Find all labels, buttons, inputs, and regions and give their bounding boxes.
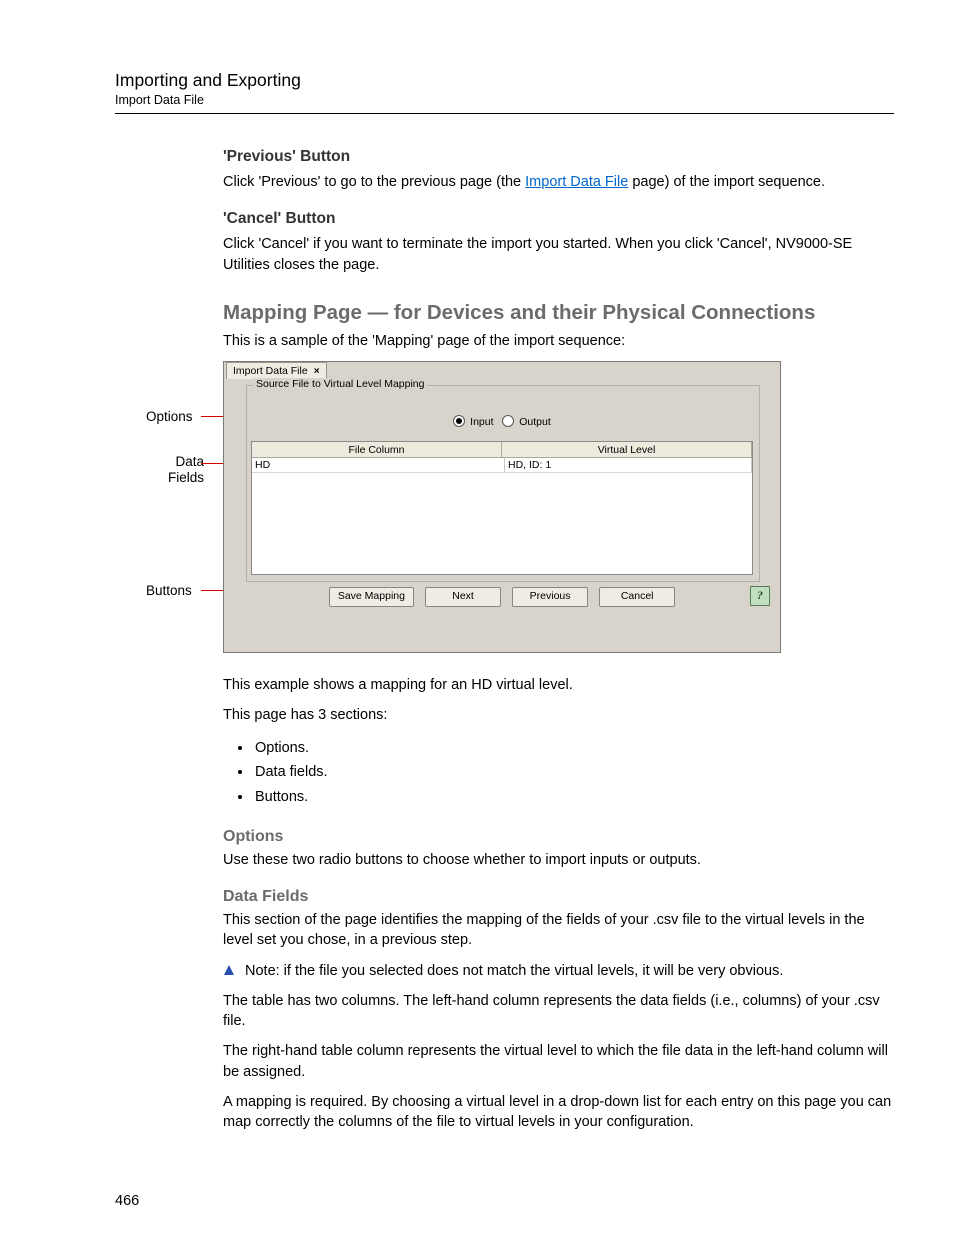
sections-list: Options. Data fields. Buttons. bbox=[223, 736, 894, 810]
table-row[interactable]: HD HD, ID: 1 bbox=[252, 458, 752, 473]
text-fragment: page) of the import sequence. bbox=[628, 174, 825, 190]
groupbox-title: Source File to Virtual Level Mapping bbox=[253, 378, 427, 390]
heading-mapping-page: Mapping Page — for Devices and their Phy… bbox=[223, 301, 894, 325]
close-icon[interactable]: × bbox=[314, 364, 320, 379]
callout-label-options: Options bbox=[146, 409, 193, 425]
tab-label: Import Data File bbox=[233, 364, 308, 379]
cell-file-column: HD bbox=[252, 458, 505, 473]
heading-cancel-button: 'Cancel' Button bbox=[223, 210, 894, 228]
radio-output[interactable] bbox=[502, 415, 514, 427]
paragraph-mapping-intro: This is a sample of the 'Mapping' page o… bbox=[223, 331, 894, 351]
heading-previous-button: 'Previous' Button bbox=[223, 148, 894, 166]
screenshot-window: Import Data File × Source File to Virtua… bbox=[223, 361, 781, 653]
triangle-icon bbox=[223, 964, 235, 976]
next-button[interactable]: Next bbox=[425, 587, 501, 607]
header-rule bbox=[115, 113, 894, 114]
previous-button[interactable]: Previous bbox=[512, 587, 588, 607]
radio-input[interactable] bbox=[453, 415, 465, 427]
save-mapping-button[interactable]: Save Mapping bbox=[329, 587, 414, 607]
paragraph-previous: Click 'Previous' to go to the previous p… bbox=[223, 172, 894, 192]
cancel-button[interactable]: Cancel bbox=[599, 587, 675, 607]
callout-label-data-fields: Data Fields bbox=[168, 454, 204, 485]
header-subtitle: Import Data File bbox=[115, 93, 894, 107]
link-import-data-file[interactable]: Import Data File bbox=[525, 174, 628, 190]
mapping-table: File Column Virtual Level HD HD, ID: 1 bbox=[251, 441, 753, 575]
button-row: Save Mapping Next Previous Cancel bbox=[224, 587, 780, 607]
cell-virtual-level: HD, ID: 1 bbox=[505, 458, 752, 473]
radio-output-label: Output bbox=[519, 416, 551, 428]
radio-input-label: Input bbox=[470, 416, 493, 428]
column-header-virtual-level: Virtual Level bbox=[502, 442, 752, 458]
note-text: Note: if the file you selected does not … bbox=[245, 961, 783, 981]
paragraph-options: Use these two radio buttons to choose wh… bbox=[223, 850, 894, 870]
column-header-file: File Column bbox=[252, 442, 502, 458]
screenshot-figure: Options Data Fields Buttons Import Data … bbox=[223, 361, 894, 657]
paragraph-sections-intro: This page has 3 sections: bbox=[223, 705, 894, 725]
radio-group-io: Input Output bbox=[224, 415, 780, 428]
paragraph-example: This example shows a mapping for an HD v… bbox=[223, 675, 894, 695]
text-fragment: Click 'Previous' to go to the previous p… bbox=[223, 174, 525, 190]
list-item: Buttons. bbox=[253, 785, 894, 810]
callout-label-buttons: Buttons bbox=[146, 583, 192, 599]
paragraph-datafields-3: The right-hand table column represents t… bbox=[223, 1041, 894, 1082]
list-item: Options. bbox=[253, 736, 894, 761]
header-title: Importing and Exporting bbox=[115, 70, 894, 91]
paragraph-datafields-1: This section of the page identifies the … bbox=[223, 910, 894, 951]
tab-import-data-file[interactable]: Import Data File × bbox=[226, 362, 327, 379]
heading-data-fields: Data Fields bbox=[223, 888, 894, 906]
paragraph-datafields-2: The table has two columns. The left-hand… bbox=[223, 991, 894, 1032]
note-row: Note: if the file you selected does not … bbox=[223, 961, 894, 981]
heading-options: Options bbox=[223, 828, 894, 846]
help-button[interactable]: ? bbox=[750, 586, 770, 606]
paragraph-cancel: Click 'Cancel' if you want to terminate … bbox=[223, 234, 894, 275]
page-number: 466 bbox=[115, 1193, 894, 1209]
list-item: Data fields. bbox=[253, 760, 894, 785]
paragraph-datafields-4: A mapping is required. By choosing a vir… bbox=[223, 1092, 894, 1133]
